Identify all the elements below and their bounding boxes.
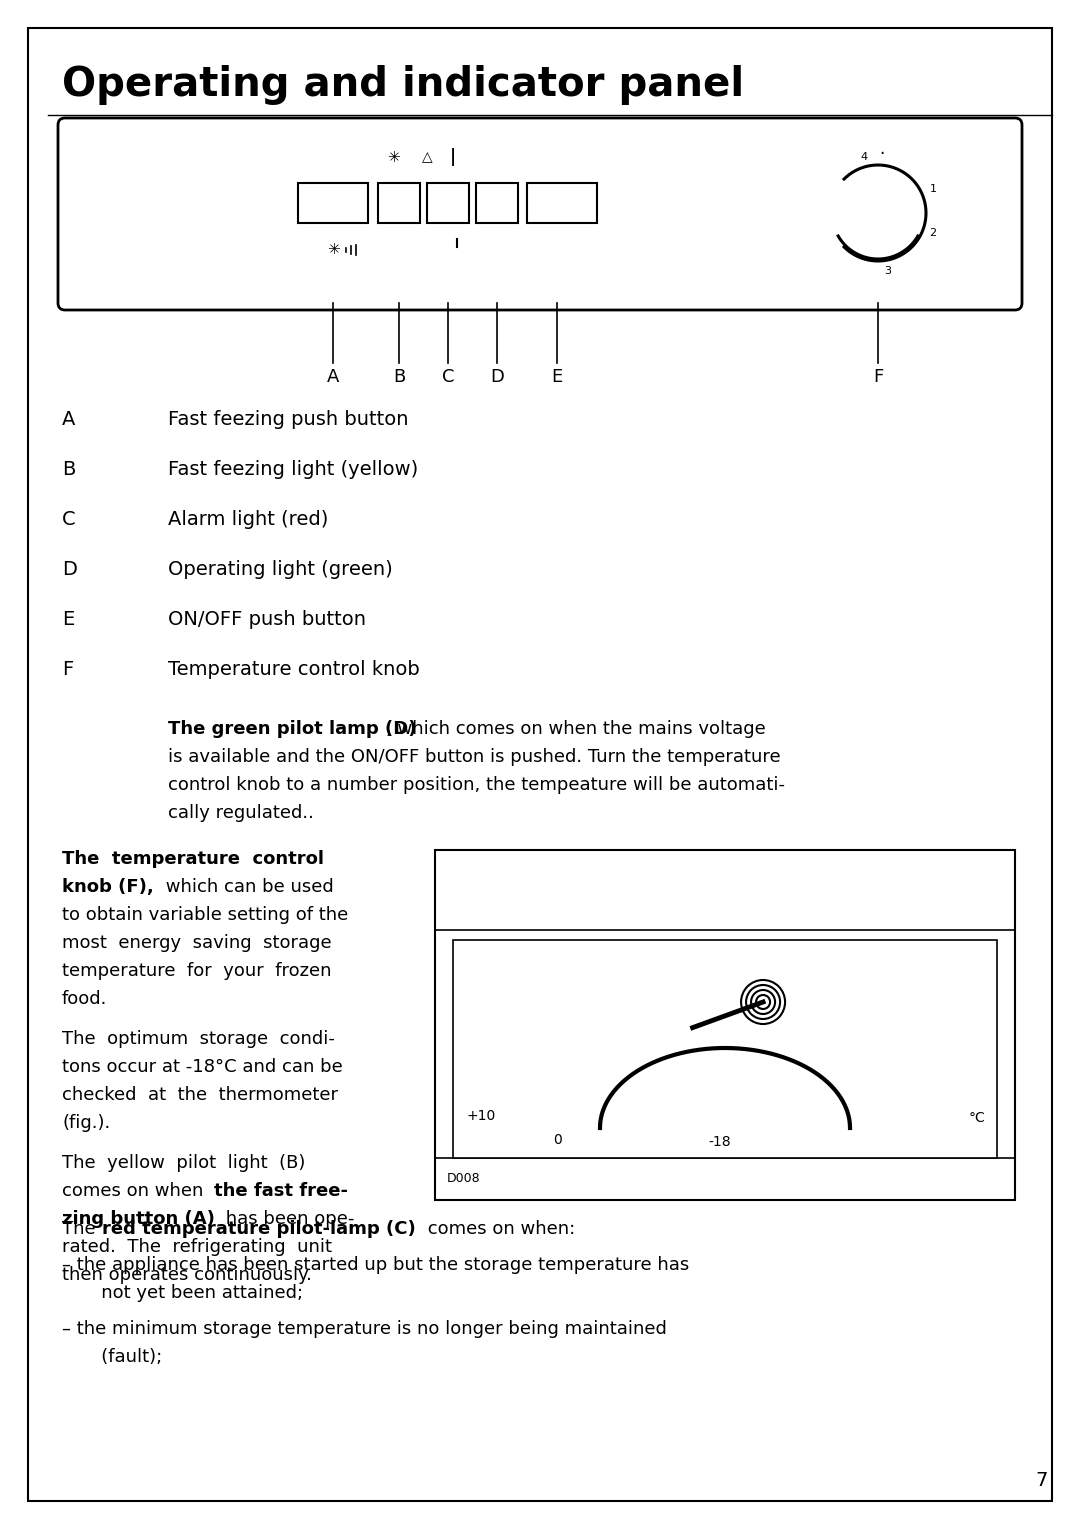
Text: is available and the ON/OFF button is pushed. Turn the temperature: is available and the ON/OFF button is pu… [168, 748, 781, 766]
Text: F: F [62, 661, 73, 679]
Text: A: A [327, 368, 339, 385]
Text: Alarm light (red): Alarm light (red) [168, 511, 328, 529]
Text: not yet been attained;: not yet been attained; [84, 1284, 303, 1303]
Text: 2: 2 [930, 228, 936, 239]
Text: – the appliance has been started up but the storage temperature has: – the appliance has been started up but … [62, 1255, 689, 1274]
Text: comes on when:: comes on when: [422, 1220, 576, 1238]
Text: (fig.).: (fig.). [62, 1115, 110, 1131]
Text: 4: 4 [861, 151, 867, 162]
Text: (fault);: (fault); [84, 1349, 162, 1365]
Text: ✳: ✳ [387, 150, 400, 165]
Text: Fast feezing push button: Fast feezing push button [168, 410, 408, 430]
Text: ·: · [879, 145, 885, 164]
Text: Fast feezing light (yellow): Fast feezing light (yellow) [168, 460, 418, 479]
Text: |: | [450, 148, 456, 167]
Bar [378, 183, 420, 223]
Text: D: D [490, 368, 504, 385]
Text: C: C [442, 368, 455, 385]
Text: rated.  The  refrigerating  unit: rated. The refrigerating unit [62, 1238, 332, 1255]
Text: , which comes on when the mains voltage: , which comes on when the mains voltage [386, 720, 766, 739]
Text: A: A [62, 410, 76, 430]
Text: checked  at  the  thermometer: checked at the thermometer [62, 1086, 338, 1104]
Text: tons occur at -18°C and can be: tons occur at -18°C and can be [62, 1058, 342, 1076]
Bar [427, 183, 469, 223]
Text: The  yellow  pilot  light  (B): The yellow pilot light (B) [62, 1154, 306, 1173]
Text: The green pilot lamp (D): The green pilot lamp (D) [168, 720, 417, 739]
Text: The  optimum  storage  condi-: The optimum storage condi- [62, 1031, 335, 1047]
FancyBboxPatch shape [58, 118, 1022, 310]
Text: F: F [873, 368, 883, 385]
Text: – the minimum storage temperature is no longer being maintained: – the minimum storage temperature is no … [62, 1320, 666, 1338]
Text: cally regulated..: cally regulated.. [168, 804, 314, 823]
Bar [476, 183, 518, 223]
Text: red temperature pilot-lamp (C): red temperature pilot-lamp (C) [102, 1220, 416, 1238]
Text: control knob to a number position, the tempeature will be automati-: control knob to a number position, the t… [168, 777, 785, 794]
Text: comes on when: comes on when [62, 1182, 210, 1200]
Text: 1: 1 [930, 183, 936, 194]
Text: zing button (A): zing button (A) [62, 1209, 215, 1228]
Text: to obtain variable setting of the: to obtain variable setting of the [62, 907, 348, 924]
Text: E: E [62, 610, 75, 628]
Text: temperature  for  your  frozen: temperature for your frozen [62, 962, 332, 980]
Text: D: D [62, 560, 77, 579]
Text: +10: +10 [467, 1109, 496, 1122]
Text: The: The [62, 1220, 102, 1238]
Text: Operating and indicator panel: Operating and indicator panel [62, 66, 744, 106]
Circle shape [448, 243, 465, 261]
Text: has been ope-: has been ope- [220, 1209, 354, 1228]
Text: B: B [393, 368, 405, 385]
Text: -18: -18 [708, 1135, 731, 1148]
Text: B: B [62, 460, 76, 479]
Text: ON/OFF push button: ON/OFF push button [168, 610, 366, 628]
Text: most  energy  saving  storage: most energy saving storage [62, 934, 332, 953]
Text: the fast free-: the fast free- [214, 1182, 348, 1200]
Text: C: C [62, 511, 76, 529]
Text: then operates continuously.: then operates continuously. [62, 1266, 312, 1284]
Text: Temperature control knob: Temperature control knob [168, 661, 420, 679]
Circle shape [850, 185, 906, 242]
Text: △: △ [421, 150, 432, 164]
Text: 3: 3 [885, 266, 891, 277]
Text: 0: 0 [554, 1133, 563, 1147]
Text: Operating light (green): Operating light (green) [168, 560, 393, 579]
Text: ✳: ✳ [326, 243, 339, 257]
Text: °C: °C [969, 1112, 985, 1125]
Text: D008: D008 [447, 1171, 481, 1185]
Text: 7: 7 [1036, 1471, 1048, 1489]
Text: The  temperature  control: The temperature control [62, 850, 324, 868]
Bar [298, 183, 368, 223]
Text: E: E [552, 368, 563, 385]
Bar [453, 940, 997, 1157]
Bar [435, 850, 1015, 1200]
Text: knob (F),: knob (F), [62, 878, 153, 896]
Bar [527, 183, 597, 223]
Text: which can be used: which can be used [160, 878, 334, 896]
Text: food.: food. [62, 989, 107, 1008]
